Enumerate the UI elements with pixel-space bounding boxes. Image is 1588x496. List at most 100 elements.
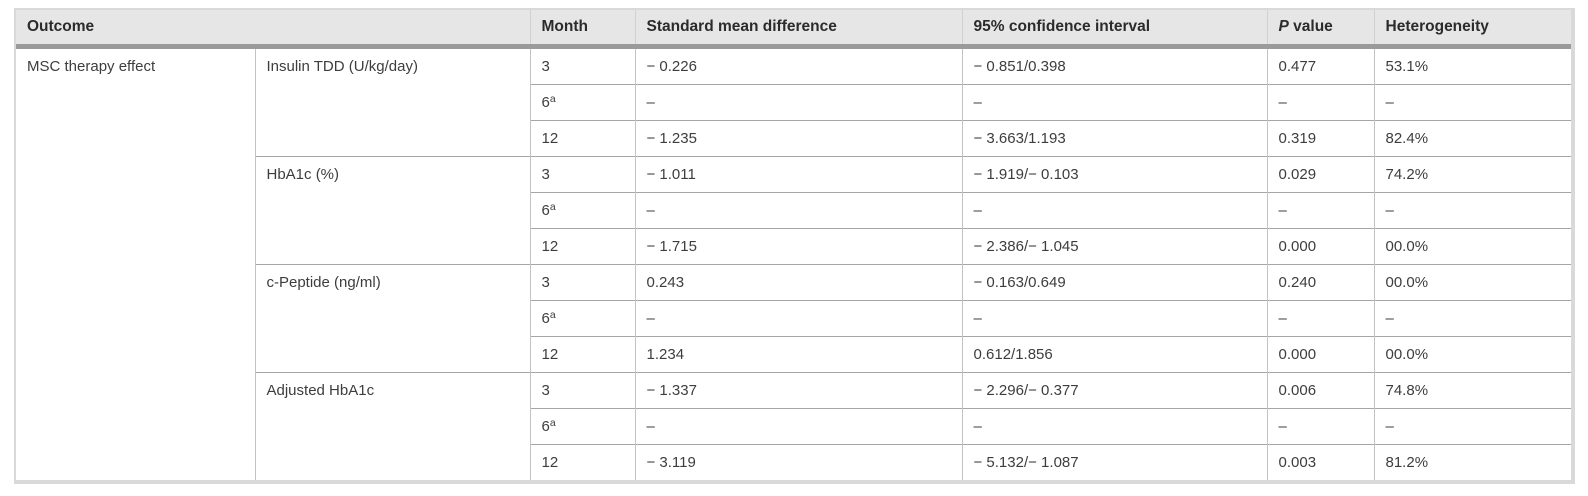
cell-p-value: 0.006 xyxy=(1266,371,1374,408)
cell-heterogeneity: 74.2% xyxy=(1373,155,1571,192)
table-row: 12 − 1.235 − 3.663/1.193 0.319 82.4% xyxy=(16,119,1571,156)
cell-smd: − 1.337 xyxy=(634,371,962,408)
cell-ci: – xyxy=(961,83,1267,120)
column-header-outcome: Outcome xyxy=(16,10,530,49)
cell-p-value: 0.477 xyxy=(1266,45,1374,84)
cell-heterogeneity: – xyxy=(1373,191,1571,228)
month-value: 12 xyxy=(541,453,559,471)
month-value: 3 xyxy=(541,381,550,399)
cell-p-value: – xyxy=(1266,407,1374,444)
cell-smd: – xyxy=(634,83,962,120)
cell-ci: − 0.163/0.649 xyxy=(961,263,1267,300)
cell-ci: − 0.851/0.398 xyxy=(961,45,1267,84)
cell-heterogeneity: 82.4% xyxy=(1373,119,1571,156)
cell-month: 6a xyxy=(529,407,635,444)
cell-smd: – xyxy=(634,407,962,444)
month-value: 12 xyxy=(541,237,559,255)
cell-month: 3 xyxy=(529,45,635,84)
cell-p-value: 0.000 xyxy=(1266,335,1374,372)
p-value-italic-p: P xyxy=(1278,17,1289,35)
month-value: 6 xyxy=(541,309,550,327)
results-table-container: Outcome Month Standard mean difference 9… xyxy=(14,8,1575,484)
outcomes-results-table: Outcome Month Standard mean difference 9… xyxy=(16,10,1571,480)
cell-ci: − 2.296/− 0.377 xyxy=(961,371,1267,408)
cell-p-value: 0.029 xyxy=(1266,155,1374,192)
table-row: 6a – – – – xyxy=(16,299,1571,336)
cell-heterogeneity: 74.8% xyxy=(1373,371,1571,408)
cell-month: 12 xyxy=(529,227,635,264)
table-row: Adjusted HbA1c 3 − 1.337 − 2.296/− 0.377… xyxy=(16,371,1571,480)
cell-ci: 0.612/1.856 xyxy=(961,335,1267,372)
cell-heterogeneity: 81.2% xyxy=(1373,443,1571,480)
cell-smd: − 0.226 xyxy=(634,45,962,84)
cell-smd: – xyxy=(634,191,962,228)
cell-ci: − 5.132/− 1.087 xyxy=(961,443,1267,480)
cell-month: 6a xyxy=(529,191,635,228)
month-value: 6 xyxy=(541,93,550,111)
header-row: Outcome Month Standard mean difference 9… xyxy=(16,10,1571,49)
cell-heterogeneity: – xyxy=(1373,83,1571,120)
cell-heterogeneity: 00.0% xyxy=(1373,335,1571,372)
cell-heterogeneity: 00.0% xyxy=(1373,263,1571,300)
month-value: 3 xyxy=(541,57,550,75)
column-header-heterogeneity: Heterogeneity xyxy=(1373,10,1571,49)
table-row: HbA1c (%) 3 − 1.011 − 1.919/− 0.103 0.02… xyxy=(16,155,1571,264)
cell-smd: 0.243 xyxy=(634,263,962,300)
cell-p-value: 0.003 xyxy=(1266,443,1374,480)
cell-group-name: Adjusted HbA1c xyxy=(254,371,530,480)
cell-smd: − 3.119 xyxy=(634,443,962,480)
cell-month: 6a xyxy=(529,83,635,120)
cell-smd: − 1.235 xyxy=(634,119,962,156)
cell-month: 3 xyxy=(529,155,635,192)
column-header-p-value: P value xyxy=(1266,10,1374,49)
cell-p-value: 0.000 xyxy=(1266,227,1374,264)
table-row: MSC therapy effect Insulin TDD (U/kg/day… xyxy=(16,45,1571,480)
month-footnote-marker: a xyxy=(549,200,556,213)
cell-group-name: Insulin TDD (U/kg/day) xyxy=(254,45,530,156)
cell-month: 6a xyxy=(529,299,635,336)
table-header: Outcome Month Standard mean difference 9… xyxy=(16,10,1571,49)
cell-p-value: 0.319 xyxy=(1266,119,1374,156)
table-row: 12 − 3.119 − 5.132/− 1.087 0.003 81.2% xyxy=(16,443,1571,480)
cell-p-value: – xyxy=(1266,83,1374,120)
table-row: c-Peptide (ng/ml) 3 0.243 − 0.163/0.649 … xyxy=(16,263,1571,372)
cell-p-value: – xyxy=(1266,299,1374,336)
cell-month: 3 xyxy=(529,371,635,408)
table-body: MSC therapy effect Insulin TDD (U/kg/day… xyxy=(16,45,1571,480)
p-value-rest: value xyxy=(1288,17,1333,35)
month-value: 6 xyxy=(541,417,550,435)
cell-month: 12 xyxy=(529,335,635,372)
cell-p-value: 0.240 xyxy=(1266,263,1374,300)
month-footnote-marker: a xyxy=(549,308,556,321)
month-value: 3 xyxy=(541,273,550,291)
cell-heterogeneity: 00.0% xyxy=(1373,227,1571,264)
month-value: 12 xyxy=(541,345,559,363)
cell-p-value: – xyxy=(1266,191,1374,228)
cell-ci: – xyxy=(961,407,1267,444)
cell-ci: − 3.663/1.193 xyxy=(961,119,1267,156)
cell-ci: – xyxy=(961,191,1267,228)
cell-heterogeneity: – xyxy=(1373,299,1571,336)
cell-month: 3 xyxy=(529,263,635,300)
month-value: 6 xyxy=(541,201,550,219)
month-footnote-marker: a xyxy=(549,92,556,105)
cell-month: 12 xyxy=(529,119,635,156)
cell-smd: – xyxy=(634,299,962,336)
cell-month: 12 xyxy=(529,443,635,480)
cell-ci: – xyxy=(961,299,1267,336)
cell-group-name: c-Peptide (ng/ml) xyxy=(254,263,530,372)
table-row: 6a – – – – xyxy=(16,407,1571,444)
cell-heterogeneity: – xyxy=(1373,407,1571,444)
cell-group-name: HbA1c (%) xyxy=(254,155,530,264)
table-row: 12 1.234 0.612/1.856 0.000 00.0% xyxy=(16,335,1571,372)
table-row: 6a – – – – xyxy=(16,191,1571,228)
cell-smd: 1.234 xyxy=(634,335,962,372)
column-header-smd: Standard mean difference xyxy=(634,10,962,49)
cell-ci: − 1.919/− 0.103 xyxy=(961,155,1267,192)
table-row: 6a – – – – xyxy=(16,83,1571,120)
cell-smd: − 1.011 xyxy=(634,155,962,192)
column-header-ci: 95% confidence interval xyxy=(961,10,1267,49)
month-value: 12 xyxy=(541,129,559,147)
column-header-month: Month xyxy=(529,10,635,49)
month-value: 3 xyxy=(541,165,550,183)
